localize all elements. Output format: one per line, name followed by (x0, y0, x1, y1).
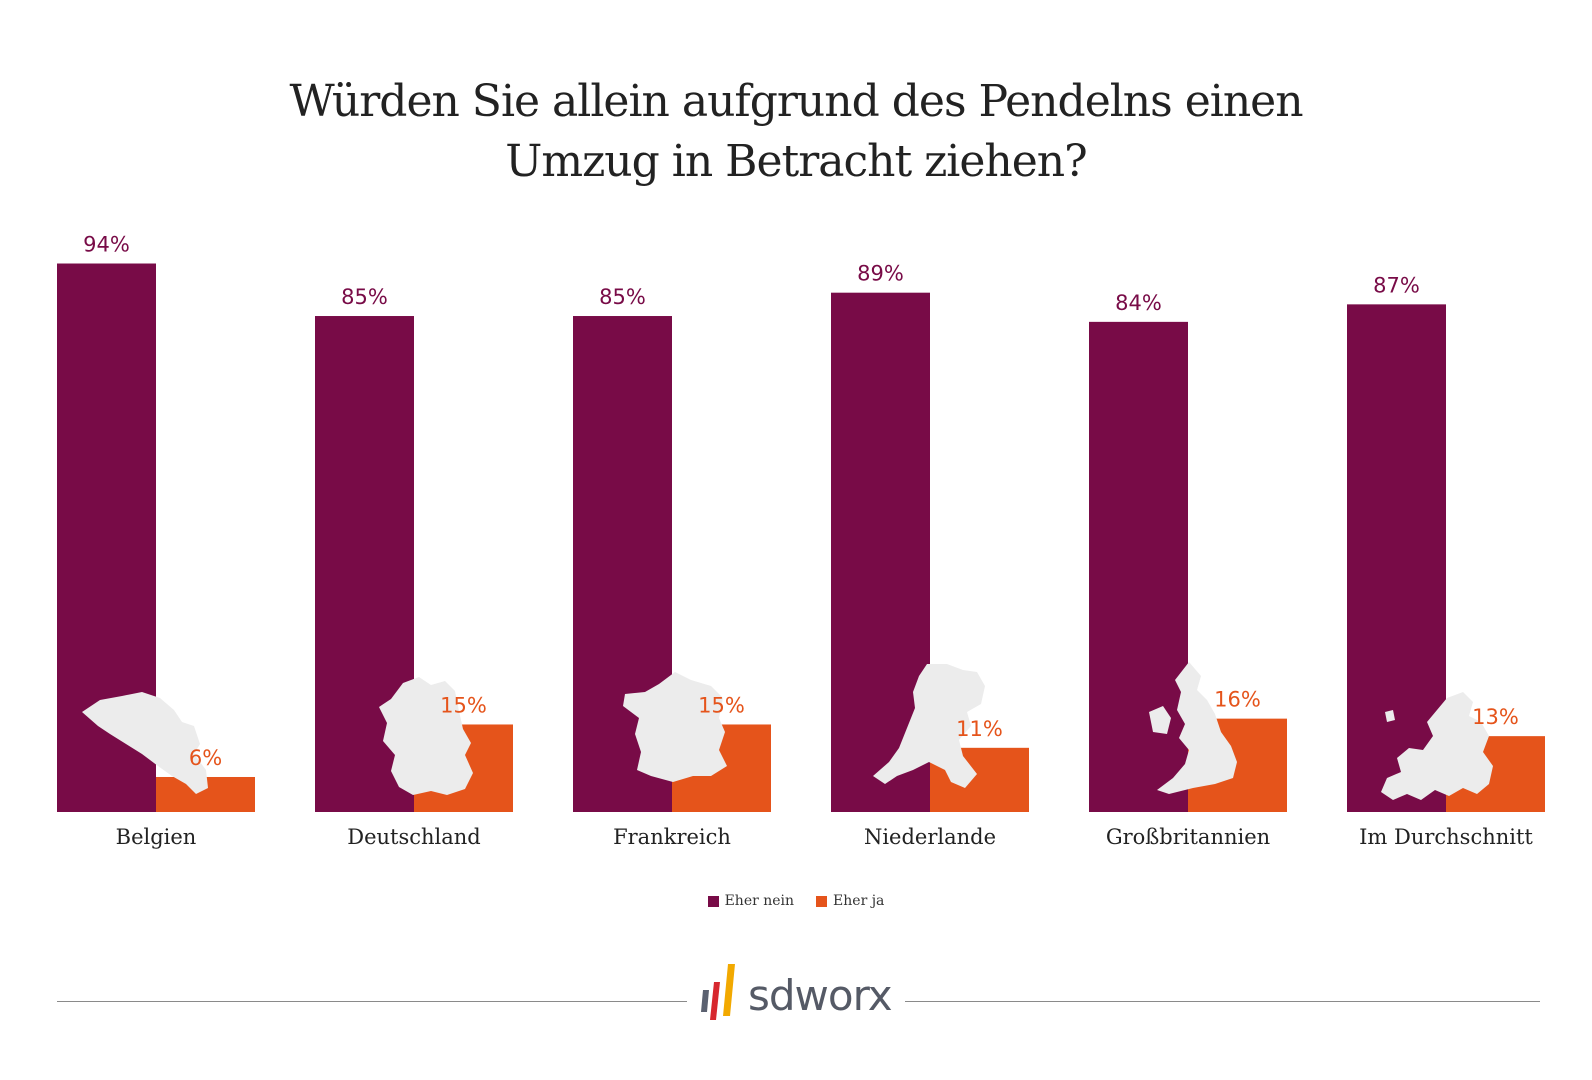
data-label-eher-ja: 11% (956, 717, 1003, 741)
netherlands-map-icon (873, 664, 985, 788)
germany-map-icon (379, 677, 473, 795)
chart-title-line2: Umzug in Betracht ziehen? (505, 136, 1087, 187)
france-map-icon (623, 672, 727, 782)
category-label: Großbritannien (1106, 825, 1270, 849)
legend-swatch-nein (707, 895, 719, 907)
data-label-eher-nein: 84% (1115, 291, 1162, 315)
category-label: Belgien (116, 825, 197, 849)
data-label-eher-nein: 85% (599, 285, 646, 309)
data-label-eher-nein: 87% (1373, 273, 1420, 297)
data-label-eher-ja: 16% (1214, 688, 1261, 712)
category-label: Niederlande (864, 825, 996, 849)
category-label: Deutschland (347, 825, 481, 849)
category-label: Im Durchschnitt (1359, 825, 1533, 849)
legend-label-ja: Eher ja (833, 893, 885, 909)
sdworx-logo-text: sdworx (748, 970, 893, 1020)
chart-title: Würden Sie allein aufgrund des Pendelns … (0, 72, 1592, 192)
bar-eher-nein (1089, 321, 1188, 812)
belgium-map-icon (82, 692, 208, 794)
data-label-eher-ja: 15% (698, 693, 745, 717)
footer-line-left (57, 1001, 687, 1002)
data-label-eher-nein: 94% (83, 233, 130, 257)
legend-item-nein: Eher nein (707, 893, 795, 909)
legend-swatch-ja (816, 895, 828, 907)
sdworx-logo-mark (701, 964, 735, 1020)
data-label-eher-ja: 6% (189, 746, 222, 770)
legend-item-ja: Eher ja (816, 893, 884, 909)
chart-title-line1: Würden Sie allein aufgrund des Pendelns … (289, 76, 1303, 127)
europe-map-icon (1381, 692, 1493, 800)
category-label: Frankreich (613, 825, 731, 849)
legend-label-nein: Eher nein (724, 893, 795, 909)
bar-eher-nein (1347, 304, 1446, 812)
sdworx-logo: sdworx (700, 960, 900, 1030)
legend: Eher nein Eher ja (0, 893, 1592, 909)
data-label-eher-nein: 85% (341, 285, 388, 309)
great-britain-map-icon (1149, 662, 1237, 794)
data-label-eher-ja: 13% (1472, 705, 1519, 729)
footer-line-right (905, 1001, 1540, 1002)
data-label-eher-ja: 15% (440, 693, 487, 717)
data-label-eher-nein: 89% (857, 262, 904, 286)
